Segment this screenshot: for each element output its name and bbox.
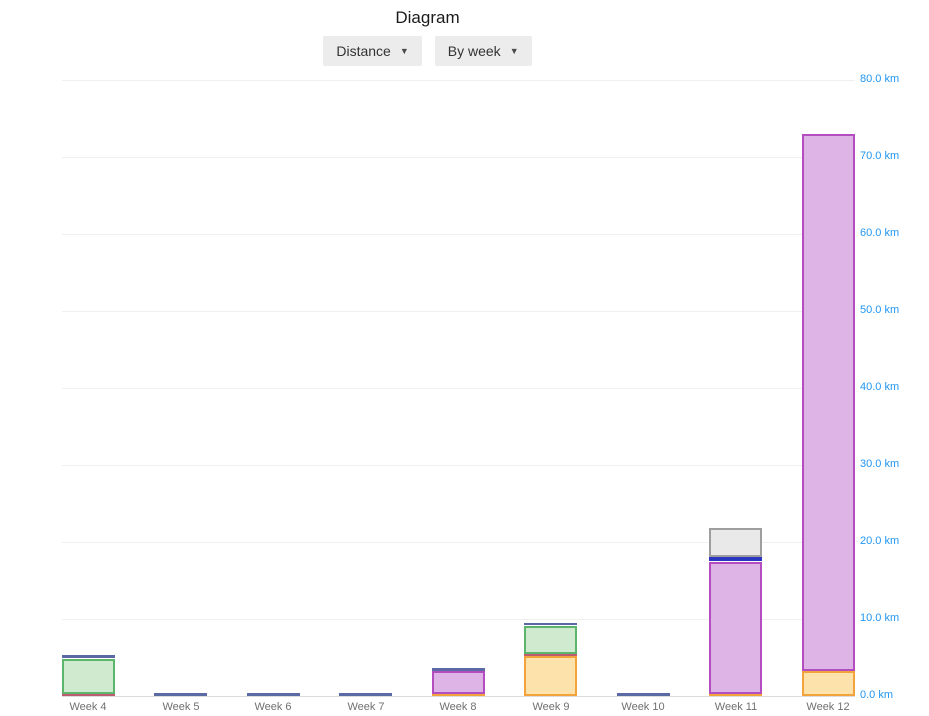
period-dropdown-label: By week bbox=[447, 43, 501, 59]
x-tick-label: Week 6 bbox=[254, 701, 292, 713]
y-tick-label: 10.0 km bbox=[860, 612, 900, 624]
y-tick-label: 60.0 km bbox=[860, 227, 900, 239]
bar-segment-slate[interactable] bbox=[247, 693, 300, 696]
x-tick-label: Week 7 bbox=[347, 701, 385, 713]
bar-segment-slate[interactable] bbox=[62, 655, 115, 658]
bar-segment-orange[interactable] bbox=[709, 694, 762, 696]
bar-segment-slate[interactable] bbox=[339, 693, 392, 696]
x-tick-label: Week 12 bbox=[806, 701, 850, 713]
bar-segment-slate[interactable] bbox=[432, 668, 485, 671]
chevron-down-icon: ▼ bbox=[509, 45, 519, 56]
page-title: Diagram bbox=[395, 8, 460, 27]
y-tick-label: 50.0 km bbox=[860, 304, 900, 316]
chevron-down-icon: ▼ bbox=[399, 45, 409, 56]
gridline bbox=[62, 465, 855, 466]
bar-segment-purple[interactable] bbox=[802, 134, 855, 671]
gridline bbox=[62, 542, 855, 543]
bar-segment-rose[interactable] bbox=[524, 654, 577, 656]
metric-dropdown[interactable]: Distance ▼ bbox=[323, 36, 422, 66]
x-tick-label: Week 8 bbox=[439, 701, 477, 713]
gridline bbox=[62, 157, 855, 158]
period-dropdown[interactable]: By week ▼ bbox=[434, 36, 532, 66]
gridline bbox=[62, 80, 855, 81]
gridline bbox=[62, 388, 855, 389]
chart-toolbar: Distance ▼ By week ▼ bbox=[0, 36, 855, 66]
metric-dropdown-label: Distance bbox=[336, 43, 391, 59]
y-tick-label: 30.0 km bbox=[860, 458, 900, 470]
bar-segment-slate[interactable] bbox=[617, 693, 670, 696]
x-tick-label: Week 10 bbox=[621, 701, 665, 713]
bar-segment-blue[interactable] bbox=[709, 557, 762, 561]
x-tick-label: Week 11 bbox=[714, 701, 758, 713]
y-tick-label: 40.0 km bbox=[860, 381, 900, 393]
bar-segment-orange[interactable] bbox=[802, 671, 855, 696]
x-tick-label: Week 9 bbox=[532, 701, 570, 713]
gridline bbox=[62, 619, 855, 620]
bar-segment-slate[interactable] bbox=[154, 693, 207, 696]
bar-segment-rose[interactable] bbox=[62, 694, 115, 696]
gridline bbox=[62, 696, 855, 697]
bar-segment-slate[interactable] bbox=[524, 623, 577, 625]
x-tick-label: Week 5 bbox=[162, 701, 200, 713]
y-tick-label: 20.0 km bbox=[860, 535, 900, 547]
y-tick-label: 0.0 km bbox=[860, 689, 894, 701]
bar-segment-gray[interactable] bbox=[709, 528, 762, 557]
bar-segment-orange[interactable] bbox=[432, 694, 485, 696]
bar-segment-green[interactable] bbox=[524, 626, 577, 654]
bar-segment-orange[interactable] bbox=[524, 656, 577, 696]
gridline bbox=[62, 234, 855, 235]
bar-segment-purple[interactable] bbox=[709, 562, 762, 694]
y-tick-label: 70.0 km bbox=[860, 150, 900, 162]
bar-segment-green[interactable] bbox=[62, 659, 115, 694]
y-tick-label: 80.0 km bbox=[860, 73, 900, 85]
bar-segment-purple[interactable] bbox=[432, 671, 485, 694]
x-tick-label: Week 4 bbox=[69, 701, 107, 713]
gridline bbox=[62, 311, 855, 312]
